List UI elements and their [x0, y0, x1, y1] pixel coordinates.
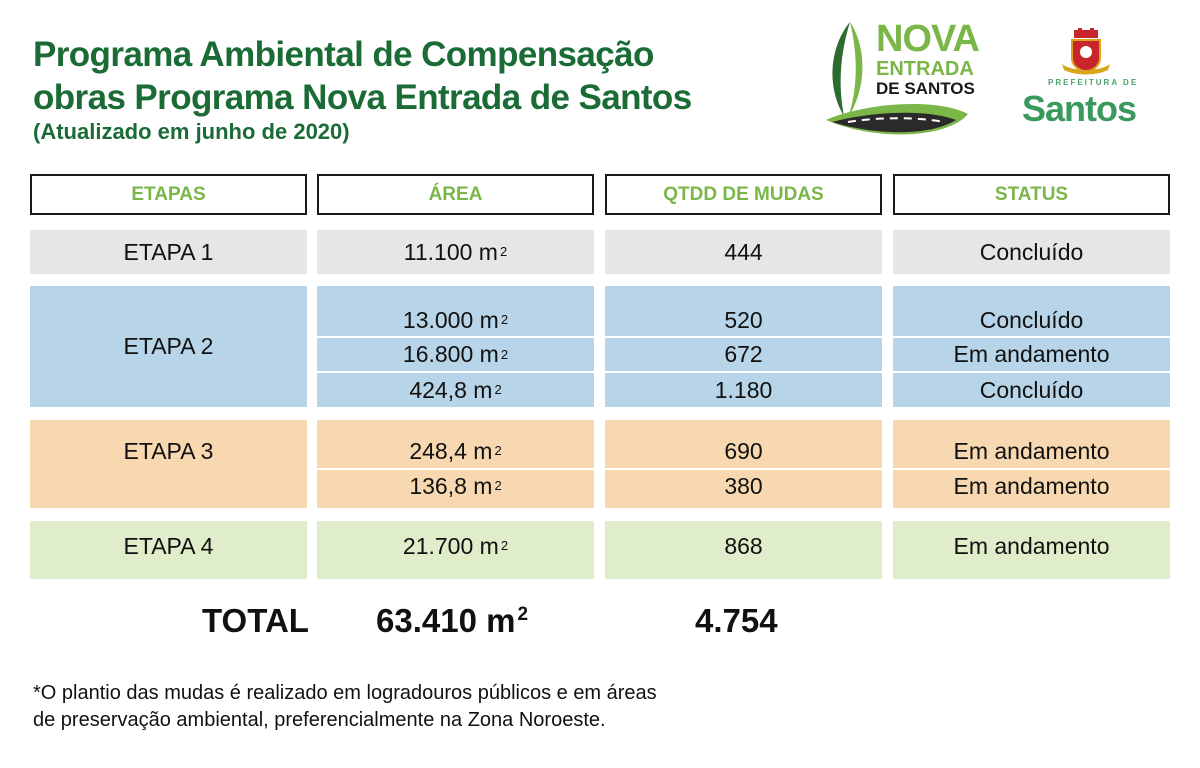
- column-header-mudas: QTDD DE MUDAS: [605, 174, 882, 215]
- status-cell: Em andamento: [893, 420, 1170, 468]
- etapa-label: ETAPA 1: [30, 230, 307, 274]
- etapa-label: ETAPA 3: [30, 420, 307, 508]
- mudas-cell: 380: [605, 468, 882, 508]
- coat-of-arms-icon: [1062, 28, 1110, 75]
- page-subtitle: (Atualizado em junho de 2020): [33, 119, 350, 144]
- status-cell: Em andamento: [893, 521, 1170, 579]
- nova-entrada-line-2: ENTRADA: [876, 58, 974, 80]
- column-header-status: STATUS: [893, 174, 1170, 215]
- mudas-cell: 444: [605, 230, 882, 274]
- prefeitura-name: Santos: [1022, 88, 1137, 129]
- mudas-cell: 1.180: [605, 371, 882, 407]
- prefeitura-logo: PREFEITURA DE Santos: [1018, 28, 1153, 129]
- status-cell: Concluído: [893, 286, 1170, 336]
- mudas-cell: 672: [605, 336, 882, 371]
- nova-entrada-line-1: NOVA: [876, 18, 980, 60]
- road-leaf-icon: [826, 22, 968, 135]
- title-line-1: Programa Ambiental de Compensação: [33, 35, 654, 74]
- nova-entrada-line-3: DE SANTOS: [876, 79, 975, 98]
- mudas-cell: 868: [605, 521, 882, 579]
- etapa-label: ETAPA 2: [30, 286, 307, 407]
- mudas-cell: 690: [605, 420, 882, 468]
- title-line-2: obras Programa Nova Entrada de Santos: [33, 78, 692, 117]
- footnote-line-2: de preservação ambiental, preferencialme…: [33, 709, 606, 731]
- prefeitura-label: PREFEITURA DE: [1048, 78, 1139, 87]
- total-label: TOTAL: [202, 602, 309, 639]
- mudas-cell: 520: [605, 286, 882, 336]
- etapa-label: ETAPA 4: [30, 521, 307, 579]
- status-cell: Em andamento: [893, 468, 1170, 508]
- page-title: Programa Ambiental de Compensação obras …: [33, 33, 692, 119]
- status-cell: Concluído: [893, 230, 1170, 274]
- column-header-etapas: ETAPAS: [30, 174, 307, 215]
- total-mudas: 4.754: [695, 602, 778, 639]
- footnote-line-1: *O plantio das mudas é realizado em logr…: [33, 682, 657, 704]
- column-header-area: ÁREA: [317, 174, 594, 215]
- nova-entrada-logo: NOVA ENTRADA DE SANTOS: [818, 16, 993, 144]
- status-cell: Em andamento: [893, 336, 1170, 371]
- status-cell: Concluído: [893, 371, 1170, 407]
